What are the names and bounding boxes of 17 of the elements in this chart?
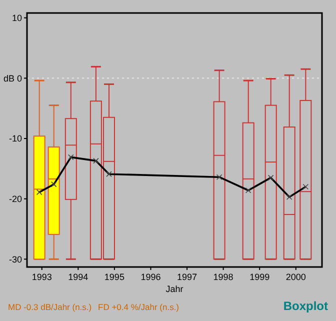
x-tick-label: 1999	[250, 272, 270, 282]
x-tick-label: 2000	[286, 272, 306, 282]
y-tick-label: -20	[8, 194, 22, 204]
x-tick-label: 1998	[213, 272, 234, 282]
y-tick-label: -10	[8, 134, 22, 144]
y-tick-label: 10	[12, 12, 22, 23]
text: Boxplot	[283, 299, 328, 313]
y-tick-label: -30	[8, 254, 22, 264]
x-tick-label: 1994	[68, 272, 88, 282]
x-tick-label: 1996	[140, 272, 161, 282]
x-tick-label: 1993	[32, 272, 52, 282]
text: FD +0.4 %/Jahr (n.s.)	[98, 302, 180, 312]
x-tick-label: 1997	[177, 272, 198, 282]
text: MD -0.3 dB/Jahr (n.s.)	[8, 302, 92, 312]
x-axis-title: Jahr	[166, 284, 184, 294]
x-tick-label: 1995	[104, 272, 124, 282]
y-tick-label: dB 0	[3, 73, 22, 84]
